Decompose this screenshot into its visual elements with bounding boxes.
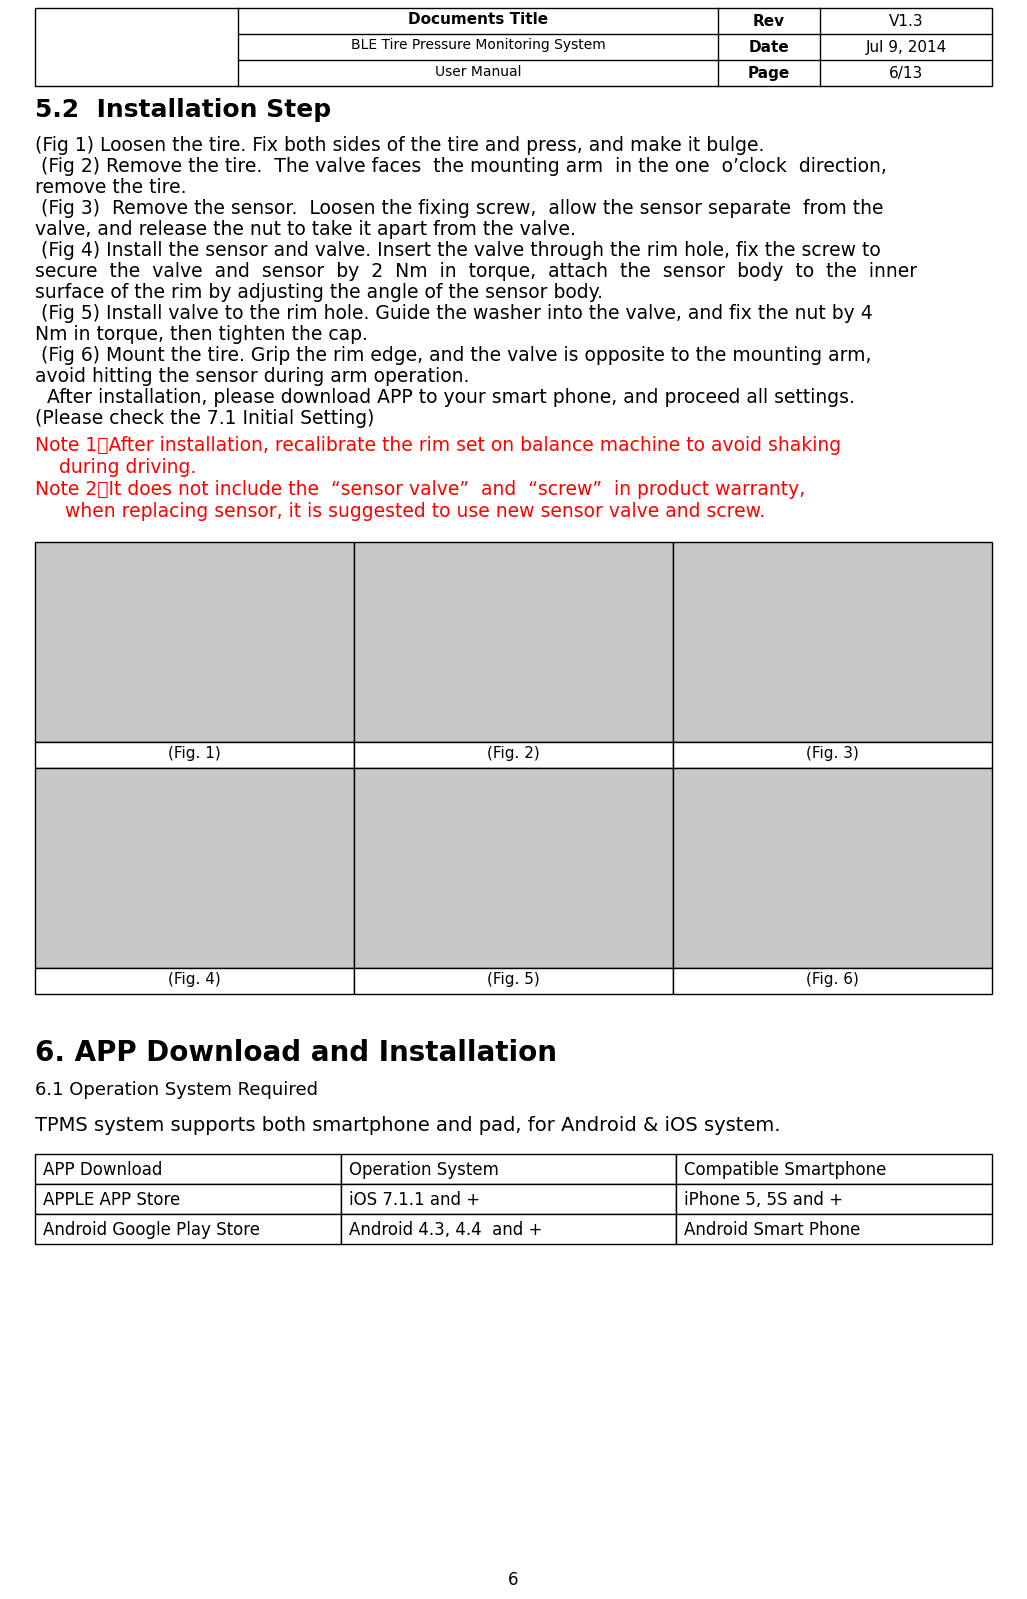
Text: iPhone 5, 5S and +: iPhone 5, 5S and + [684, 1191, 843, 1209]
Bar [341, 1183, 676, 1214]
Bar [673, 967, 992, 995]
Bar [341, 1214, 676, 1244]
Text: Jul 9, 2014: Jul 9, 2014 [866, 40, 947, 54]
Text: 5.2  Installation Step: 5.2 Installation Step [35, 98, 331, 122]
Bar [35, 742, 354, 768]
Text: (Fig. 1): (Fig. 1) [168, 747, 221, 761]
Text: (Fig. 6): (Fig. 6) [806, 972, 859, 987]
Text: Documents Title: Documents Title [408, 13, 548, 27]
Text: Android Google Play Store: Android Google Play Store [43, 1222, 260, 1239]
Text: iOS 7.1.1 and +: iOS 7.1.1 and + [349, 1191, 481, 1209]
Text: (Fig 4) Install the sensor and valve. Insert the valve through the rim hole, fix: (Fig 4) Install the sensor and valve. In… [35, 241, 881, 261]
Text: After installation, please download APP to your smart phone, and proceed all set: After installation, please download APP … [35, 389, 854, 408]
Text: (Fig. 5): (Fig. 5) [487, 972, 540, 987]
Text: APPLE APP Store: APPLE APP Store [43, 1191, 181, 1209]
Text: 6: 6 [508, 1570, 519, 1589]
Text: Note 2：It does not include the  “sensor valve”  and  “screw”  in product warrant: Note 2：It does not include the “sensor v… [35, 480, 805, 499]
Text: (Fig. 4): (Fig. 4) [168, 972, 221, 987]
Text: 6. APP Download and Installation: 6. APP Download and Installation [35, 1039, 557, 1067]
Text: (Fig 5) Install valve to the rim hole. Guide the washer into the valve, and fix : (Fig 5) Install valve to the rim hole. G… [35, 304, 873, 323]
Bar [354, 742, 673, 768]
Text: Android 4.3, 4.4  and +: Android 4.3, 4.4 and + [349, 1222, 542, 1239]
Text: APP Download: APP Download [43, 1161, 162, 1178]
Text: during driving.: during driving. [35, 457, 196, 477]
Text: surface of the rim by adjusting the angle of the sensor body.: surface of the rim by adjusting the angl… [35, 283, 603, 302]
Bar [676, 1154, 992, 1183]
Text: (Fig 3)  Remove the sensor.  Loosen the fixing screw,  allow the sensor separate: (Fig 3) Remove the sensor. Loosen the fi… [35, 198, 883, 217]
Text: remove the tire.: remove the tire. [35, 177, 187, 197]
Text: secure  the  valve  and  sensor  by  2  Nm  in  torque,  attach  the  sensor  bo: secure the valve and sensor by 2 Nm in t… [35, 262, 917, 281]
Text: avoid hitting the sensor during arm operation.: avoid hitting the sensor during arm oper… [35, 368, 469, 385]
Text: Android Smart Phone: Android Smart Phone [684, 1222, 861, 1239]
Bar [673, 542, 992, 742]
Bar [35, 8, 992, 86]
Text: Note 1：After installation, recalibrate the rim set on balance machine to avoid s: Note 1：After installation, recalibrate t… [35, 437, 841, 456]
Bar [35, 967, 354, 995]
Text: Nm in torque, then tighten the cap.: Nm in torque, then tighten the cap. [35, 325, 368, 344]
Bar [676, 1214, 992, 1244]
Text: BLE Tire Pressure Monitoring System: BLE Tire Pressure Monitoring System [350, 38, 605, 53]
Bar [35, 542, 354, 742]
Bar [35, 1183, 341, 1214]
Text: V1.3: V1.3 [888, 14, 923, 29]
Text: (Fig 6) Mount the tire. Grip the rim edge, and the valve is opposite to the moun: (Fig 6) Mount the tire. Grip the rim edg… [35, 345, 872, 365]
Text: 6.1 Operation System Required: 6.1 Operation System Required [35, 1081, 318, 1099]
Bar [354, 967, 673, 995]
Bar [341, 1154, 676, 1183]
Text: (Fig 1) Loosen the tire. Fix both sides of the tire and press, and make it bulge: (Fig 1) Loosen the tire. Fix both sides … [35, 136, 764, 155]
Text: valve, and release the nut to take it apart from the valve.: valve, and release the nut to take it ap… [35, 221, 576, 238]
Bar [35, 1214, 341, 1244]
Text: Operation System: Operation System [349, 1161, 499, 1178]
Bar [354, 542, 673, 742]
Text: Compatible Smartphone: Compatible Smartphone [684, 1161, 886, 1178]
Bar [35, 768, 354, 967]
Text: (Fig. 3): (Fig. 3) [806, 747, 859, 761]
Text: (Fig. 2): (Fig. 2) [487, 747, 540, 761]
Text: User Manual: User Manual [434, 66, 522, 78]
Text: Date: Date [749, 40, 790, 54]
Bar [35, 1154, 341, 1183]
Bar [676, 1183, 992, 1214]
Text: (Fig 2) Remove the tire.  The valve faces  the mounting arm  in the one  o’clock: (Fig 2) Remove the tire. The valve faces… [35, 157, 887, 176]
Text: Rev: Rev [753, 14, 785, 29]
Text: (Please check the 7.1 Initial Setting): (Please check the 7.1 Initial Setting) [35, 409, 375, 429]
Text: TPMS system supports both smartphone and pad, for Android & iOS system.: TPMS system supports both smartphone and… [35, 1116, 781, 1135]
Text: Page: Page [748, 66, 790, 82]
Bar [673, 742, 992, 768]
Bar [673, 768, 992, 967]
Bar [354, 768, 673, 967]
Text: when replacing sensor, it is suggested to use new sensor valve and screw.: when replacing sensor, it is suggested t… [35, 502, 765, 521]
Text: 6/13: 6/13 [889, 66, 923, 82]
